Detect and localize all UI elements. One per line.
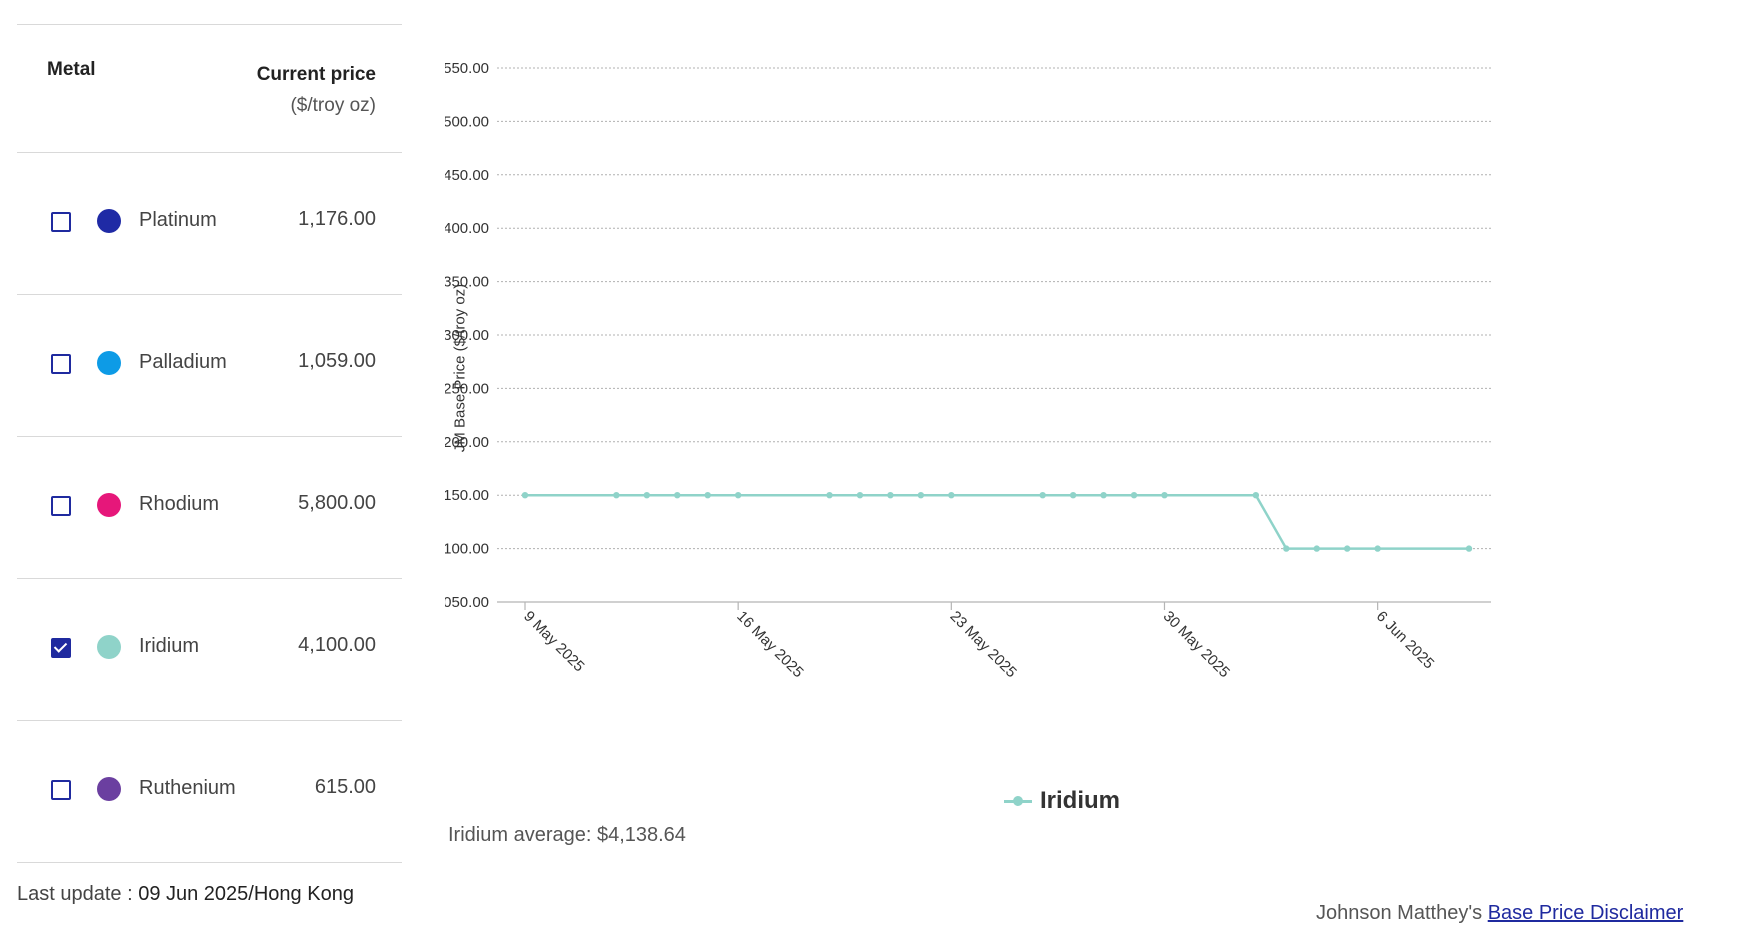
data-point [704, 492, 711, 499]
y-tick-label: 4,200.00 [445, 434, 489, 451]
data-point [1465, 545, 1473, 552]
column-header-price-title: Current price [256, 64, 376, 85]
metal-name: Rhodium [139, 493, 220, 515]
y-tick-label: 4,500.00 [445, 113, 489, 130]
x-tick-label: 6 Jun 2025 [1373, 608, 1438, 673]
y-tick-label: 4,450.00 [445, 167, 489, 184]
y-tick-label: 4,350.00 [445, 274, 489, 291]
data-point [1069, 492, 1077, 499]
column-header-metal: Metal [47, 59, 96, 80]
metal-name: Ruthenium [139, 777, 236, 799]
metal-price: 4,100.00 [298, 634, 376, 656]
data-point [1161, 492, 1168, 499]
base-price-disclaimer-link[interactable]: Base Price Disclaimer [1487, 902, 1684, 924]
disclaimer-prefix: Johnson Matthey's [1316, 902, 1488, 924]
chart-series-iridium [521, 492, 1473, 552]
y-tick-label: 4,100.00 [445, 541, 489, 558]
x-tick-label: 30 May 2025 [1160, 608, 1233, 681]
table-top-divider [17, 24, 402, 25]
data-point [1313, 545, 1320, 552]
x-tick-label: 9 May 2025 [520, 608, 587, 675]
chart-legend-iridium[interactable]: Iridium [1004, 784, 1120, 818]
y-axis-label: JM Base Price ($/troy oz) [451, 283, 469, 453]
data-point [521, 492, 529, 499]
y-tick-label: 4,550.00 [445, 60, 489, 77]
y-tick-label: 4,050.00 [445, 594, 489, 611]
data-point [674, 492, 681, 499]
data-point [613, 492, 620, 499]
data-point [643, 492, 651, 499]
y-tick-label: 4,250.00 [445, 380, 489, 397]
x-tick-label: 16 May 2025 [733, 608, 806, 681]
price-chart: 4,550.00 4,500.00 4,450.00 4,400.00 4,350.00… [445, 60, 1491, 681]
last-update-value: 09 Jun 2025/Hong Kong [138, 883, 354, 905]
y-tick-label: 4,300.00 [445, 327, 489, 344]
metal-row-palladium[interactable]: Palladium 1,059.00 [17, 295, 402, 437]
data-point [734, 492, 742, 499]
legend-label: Iridium [1040, 787, 1121, 814]
metal-name: Palladium [139, 351, 227, 373]
y-tick-label: 4,150.00 [445, 487, 489, 504]
data-point [948, 492, 955, 499]
y-axis-tick-labels: 4,550.00 4,500.00 4,450.00 4,400.00 4,350.00… [445, 60, 489, 611]
iridium-checkbox[interactable] [51, 638, 71, 658]
data-point [917, 492, 925, 499]
data-point [1252, 492, 1260, 499]
series-line-iridium [525, 493, 1469, 550]
iridium-average: Iridium average: $4,138.64 [448, 824, 686, 846]
metal-row-rhodium[interactable]: Rhodium 5,800.00 [17, 437, 402, 579]
metal-name: Platinum [139, 209, 217, 231]
metal-price: 1,059.00 [298, 350, 376, 372]
x-axis: 9 May 2025 16 May 2025 23 May 2025 30 May 2… [497, 601, 1491, 681]
metal-name: Iridium [139, 635, 200, 657]
rhodium-color-dot [97, 493, 121, 517]
data-point [1100, 492, 1107, 499]
y-tick-label: 4,400.00 [445, 220, 489, 237]
metal-row-iridium[interactable]: Iridium 4,100.00 [17, 579, 402, 721]
data-point [1343, 545, 1351, 552]
last-update: Last update : 09 Jun 2025/Hong Kong [17, 883, 354, 906]
chart-gridlines [497, 67, 1491, 550]
table-header: Metal Current price ($/troy oz) [17, 25, 402, 153]
column-header-price: Current price ($/troy oz) [257, 59, 376, 121]
palladium-checkbox[interactable] [51, 354, 71, 374]
metal-price: 1,176.00 [298, 208, 376, 230]
disclaimer: Johnson Matthey's Base Price Disclaimer [1316, 902, 1683, 925]
platinum-checkbox[interactable] [51, 212, 71, 232]
rhodium-checkbox[interactable] [51, 496, 71, 516]
data-point [856, 492, 864, 499]
ruthenium-checkbox[interactable] [51, 780, 71, 800]
data-point [826, 492, 833, 499]
legend-line-marker-icon [1004, 795, 1032, 807]
metal-price-table: Metal Current price ($/troy oz) Platinum… [17, 24, 402, 863]
ruthenium-color-dot [97, 777, 121, 801]
metal-row-ruthenium[interactable]: Ruthenium 615.00 [17, 721, 402, 863]
metal-price: 615.00 [314, 776, 376, 798]
data-point [1283, 545, 1290, 552]
data-point [1130, 492, 1138, 499]
x-tick-label: 23 May 2025 [946, 608, 1019, 681]
data-point [887, 492, 894, 499]
data-point [1039, 492, 1046, 499]
metal-price: 5,800.00 [298, 492, 376, 514]
last-update-label: Last update : [17, 883, 139, 905]
iridium-color-dot [97, 635, 121, 659]
metal-row-platinum[interactable]: Platinum 1,176.00 [17, 153, 402, 295]
column-header-price-unit: ($/troy oz) [290, 95, 376, 116]
palladium-color-dot [97, 351, 121, 375]
platinum-color-dot [97, 209, 121, 233]
data-point [1374, 545, 1381, 552]
